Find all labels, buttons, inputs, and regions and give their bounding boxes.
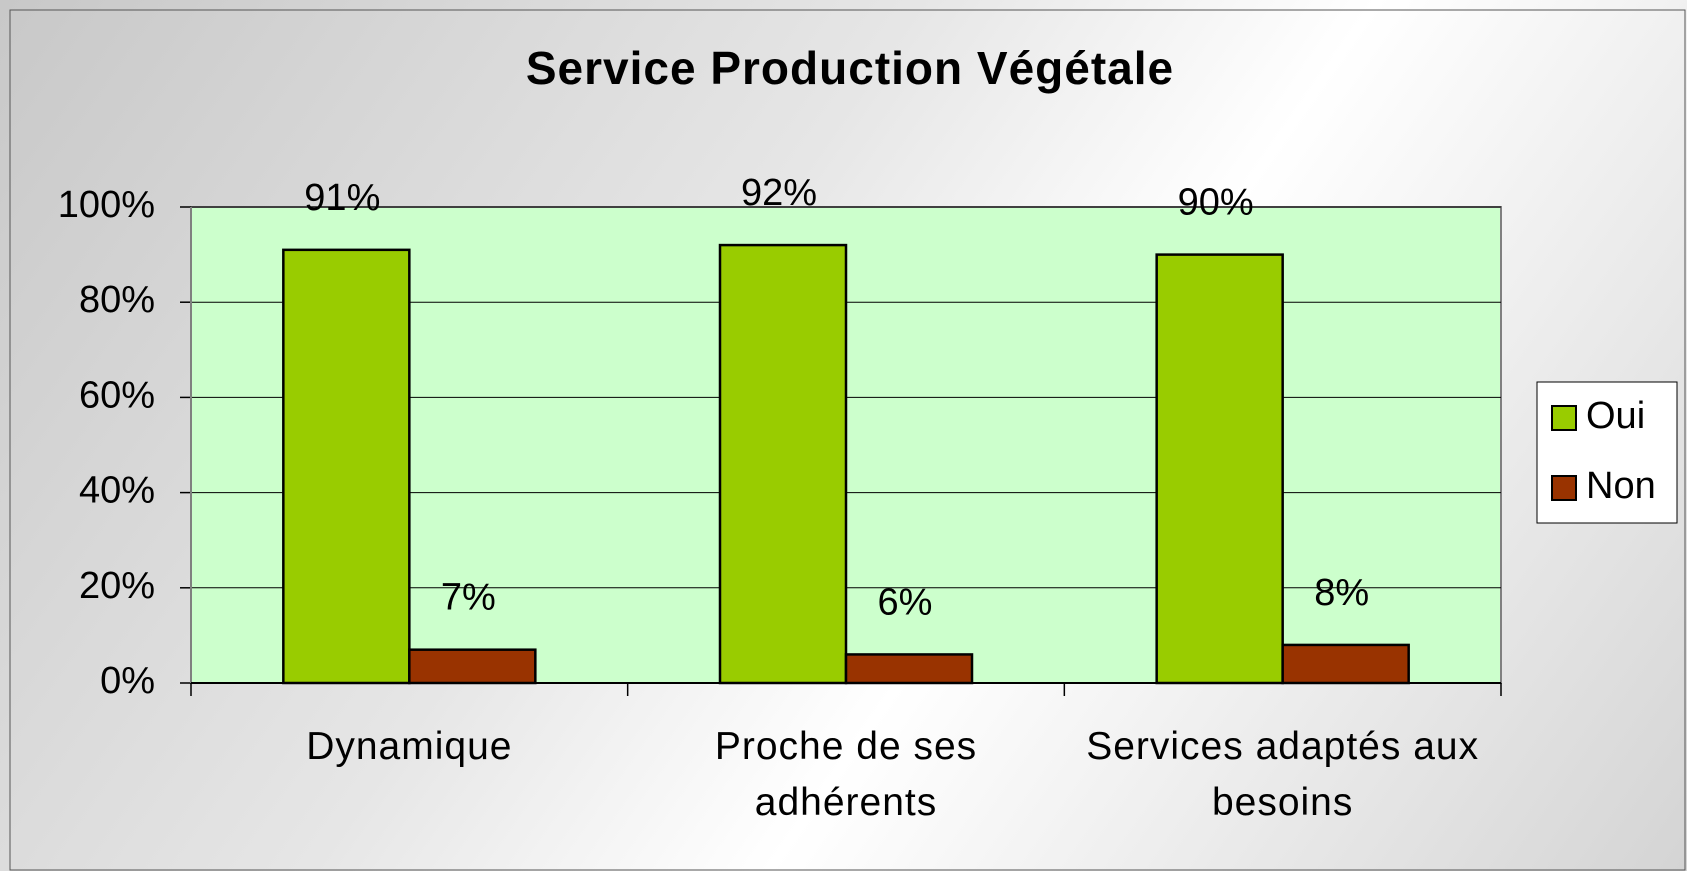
bar [718,243,848,685]
x-tick-label: Dynamique [306,725,513,768]
bar [1281,643,1410,685]
bar [282,248,411,685]
value-label: 8% [1314,572,1369,614]
chart-title: Service Production Végétale [526,42,1174,94]
legend-label: Oui [1586,395,1645,437]
value-label: 7% [441,577,496,619]
y-tick-label: 100% [58,184,155,226]
bar [408,648,537,685]
x-tick-label: Services adaptés aux besoins [1086,725,1480,824]
y-tick-label: 0% [100,660,155,702]
legend-swatch [1551,475,1577,501]
y-tick-label: 40% [79,470,155,512]
bar [844,653,974,685]
value-label: 6% [878,581,933,623]
chart-border [9,9,1686,871]
bar [1155,253,1284,685]
legend-swatch [1551,405,1577,431]
value-label: 90% [1178,182,1254,224]
value-label: 92% [741,172,817,214]
y-tick-label: 80% [79,279,155,321]
value-label: 91% [304,177,380,219]
y-tick-label: 20% [79,565,155,607]
y-tick-label: 60% [79,374,155,416]
x-tick-label: Proche de ses adhérents [714,725,978,824]
legend-label: Non [1586,465,1656,507]
